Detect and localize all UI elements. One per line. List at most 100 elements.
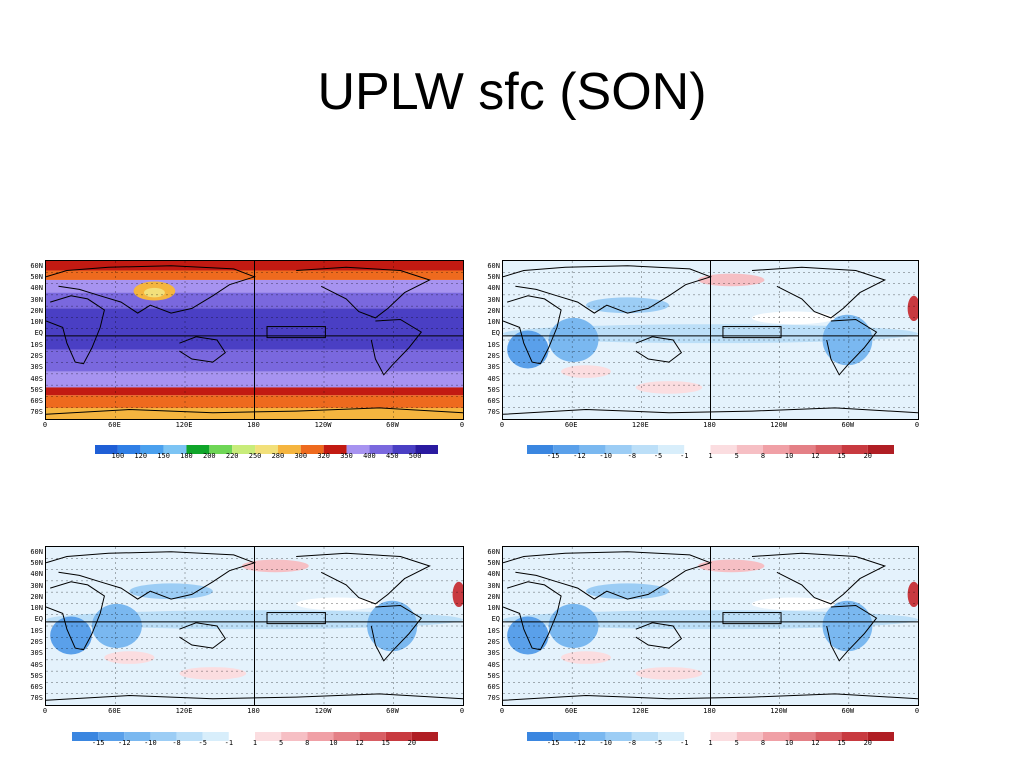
lat-tick-label: 30N	[30, 295, 43, 304]
colorbar-swatch	[124, 732, 151, 741]
lat-tick-label: 50N	[30, 272, 43, 281]
colorbar-svg	[527, 445, 894, 454]
lat-tick-label: 40N	[487, 284, 500, 293]
lat-tick-label: EQ	[34, 329, 43, 338]
colorbar-level-label: 8	[760, 452, 766, 460]
map-panel-bottom-left: 60N 50N 40N 30N 20N 10N EQ 10S 20S 30S 40S 50S 60S 70…	[30, 546, 464, 715]
value-patch	[907, 581, 918, 608]
coastline	[179, 336, 226, 363]
map-plot-area	[45, 260, 464, 420]
lat-tick-label: 60N	[30, 261, 43, 270]
coastline	[751, 266, 887, 319]
colorbar-level-label: -1	[680, 739, 689, 747]
colorbar-level-label: 500	[408, 452, 422, 460]
lat-tick-label: 30N	[30, 581, 43, 590]
colorbar-level-label: 250	[248, 452, 262, 460]
lat-tick-label: 50N	[487, 272, 500, 281]
value-patch	[635, 667, 703, 680]
lat-tick-label: 20S	[30, 351, 43, 360]
colorbar-level-label: 100	[111, 452, 125, 460]
colorbar: -15 -12 -10 -8 -5 -1 1 5 8 10 12 15 20	[527, 441, 894, 460]
colorbar-swatch	[277, 445, 301, 454]
lon-tick-label: 120E	[631, 707, 649, 715]
lat-tick-label: 10N	[487, 318, 500, 327]
colorbar-swatch	[631, 732, 659, 741]
colorbar-level-label: -10	[599, 452, 612, 460]
coastline	[296, 552, 431, 605]
lon-tick-label: 180	[703, 421, 716, 429]
colorbar-swatch	[117, 445, 141, 454]
colorbar-level-label: -1	[680, 452, 689, 460]
lon-tick-label: 0	[459, 421, 465, 429]
colorbar-swatch	[579, 732, 606, 741]
lat-tick-label: 60S	[30, 683, 43, 692]
value-patch	[241, 559, 309, 573]
colorbar-level-label: 5	[279, 739, 284, 747]
lon-tick-label: 120W	[770, 421, 788, 429]
colorbar-swatch	[209, 445, 233, 454]
value-patch	[698, 559, 765, 573]
colorbar-level-label: -5	[653, 452, 663, 460]
lat-tick-label: 20N	[487, 306, 500, 315]
coastline	[635, 622, 683, 649]
coastline	[503, 407, 918, 415]
lat-tick-label: 70S	[30, 694, 43, 703]
lat-tick-label: 10S	[30, 626, 43, 635]
value-patch	[907, 295, 918, 322]
lat-tick-label: 40S	[487, 374, 500, 383]
colorbar-swatch	[186, 445, 210, 454]
colorbar-swatch	[255, 732, 282, 741]
lat-tick-label: 70S	[487, 408, 500, 417]
coastline	[179, 622, 226, 649]
value-patch	[586, 297, 669, 314]
coastline	[826, 318, 878, 376]
colorbar-level-label: 5	[734, 452, 739, 460]
map-plot-area	[45, 546, 464, 706]
map-panel-bottom-right: 60N 50N 40N 30N 20N 10N EQ 10S 20S 30S 40S 50S 60S 70…	[487, 546, 919, 715]
colorbar-swatch	[333, 732, 360, 741]
lon-tick-label: 180	[247, 707, 260, 715]
coastline	[46, 581, 105, 651]
colorbar-swatch	[710, 445, 737, 454]
colorbar-level-label: -5	[653, 739, 663, 747]
colorbar-level-label: -8	[172, 739, 181, 747]
value-patch	[561, 651, 611, 664]
colorbar-swatch	[658, 732, 685, 741]
lat-tick-label: 30N	[487, 295, 500, 304]
coastline	[46, 693, 463, 701]
colorbar-level-label: -15	[91, 739, 105, 747]
colorbar-swatch	[710, 732, 737, 741]
colorbar-swatch	[307, 732, 334, 741]
map-plot-area	[502, 546, 919, 706]
lat-tick-label: 40S	[30, 660, 43, 669]
colorbar-swatch	[369, 445, 393, 454]
colorbar-level-label: 1	[252, 739, 258, 747]
value-patch	[561, 365, 611, 378]
lon-tick-label: 180	[247, 421, 260, 429]
slide-title: UPLW sfc (SON)	[317, 63, 707, 121]
lat-tick-label: 20S	[487, 637, 500, 646]
colorbar-swatch	[605, 732, 632, 741]
map-plot-area	[502, 260, 919, 420]
colorbar-swatch	[605, 445, 632, 454]
lon-tick-label: 60E	[564, 707, 578, 715]
coastline	[46, 407, 463, 415]
colorbar-swatch	[95, 445, 118, 454]
lat-tick-label: 20N	[30, 306, 43, 315]
value-patch	[129, 583, 213, 600]
colorbar-level-label: 10	[784, 739, 794, 747]
coastline	[46, 265, 257, 314]
coastline	[826, 604, 878, 662]
colorbar-swatch	[323, 445, 347, 454]
coastline	[503, 551, 713, 600]
colorbar-svg	[527, 732, 894, 741]
colorbar-level-label: 10	[784, 452, 794, 460]
colorbar-swatch	[789, 445, 816, 454]
lon-tick-label: 120E	[175, 421, 193, 429]
colorbar: -15 -12 -10 -8 -5 -1 1 5 8 10 12 15 20	[527, 728, 894, 747]
lon-tick-label: 120E	[631, 421, 649, 429]
lat-tick-label: 70S	[30, 408, 43, 417]
colorbar-level-label: 15	[837, 452, 846, 460]
colorbar-level-label: 20	[863, 452, 872, 460]
colorbar-level-label: 400	[363, 452, 376, 460]
